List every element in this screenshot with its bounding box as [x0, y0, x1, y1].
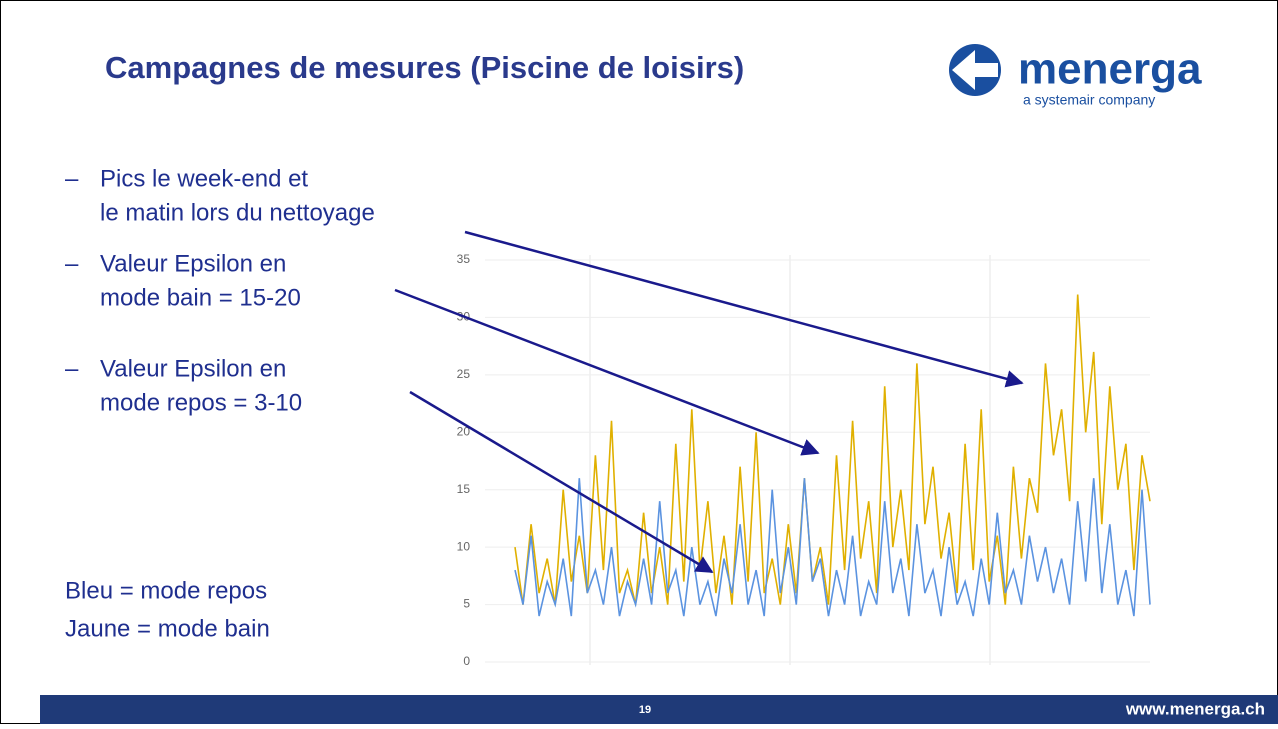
bullet-text: Valeur Epsilon en	[100, 250, 286, 277]
logo-arrow	[952, 50, 998, 90]
y-tick-label: 10	[457, 539, 471, 553]
logo-name: menerga	[1018, 45, 1202, 94]
bullet-text: mode repos = 3-10	[100, 389, 302, 416]
bullet-dash: –	[65, 250, 79, 277]
footer-bar	[40, 695, 1278, 724]
bullet-dash: –	[65, 355, 79, 382]
bullet-text: mode bain = 15-20	[100, 284, 301, 311]
logo: menerga a systemair company	[949, 44, 1202, 108]
bullet-dash: –	[65, 165, 79, 192]
series-line	[514, 478, 1151, 617]
bullet-text: Valeur Epsilon en	[100, 355, 286, 382]
y-tick-label: 35	[457, 252, 471, 266]
arrow	[394, 288, 820, 456]
logo-tagline: a systemair company	[1023, 92, 1155, 108]
arrow	[409, 390, 714, 574]
y-tick-label: 25	[457, 367, 471, 381]
note: Jaune = mode bain	[65, 615, 270, 642]
page-number: 19	[639, 704, 651, 716]
arrow	[464, 230, 1024, 388]
bullet-text: Pics le week-end et	[100, 165, 308, 192]
bullet-text: le matin lors du nettoyage	[100, 199, 375, 226]
y-tick-label: 20	[457, 424, 471, 438]
chart: 05101520253035	[457, 252, 1151, 668]
note: Bleu = mode repos	[65, 577, 267, 604]
y-tick-label: 15	[457, 482, 471, 496]
y-tick-label: 5	[463, 597, 470, 611]
y-tick-label: 0	[463, 654, 470, 668]
website: www.menerga.ch	[1125, 699, 1265, 718]
slide-title: Campagnes de mesures (Piscine de loisirs…	[105, 50, 744, 85]
series-line	[514, 294, 1151, 605]
